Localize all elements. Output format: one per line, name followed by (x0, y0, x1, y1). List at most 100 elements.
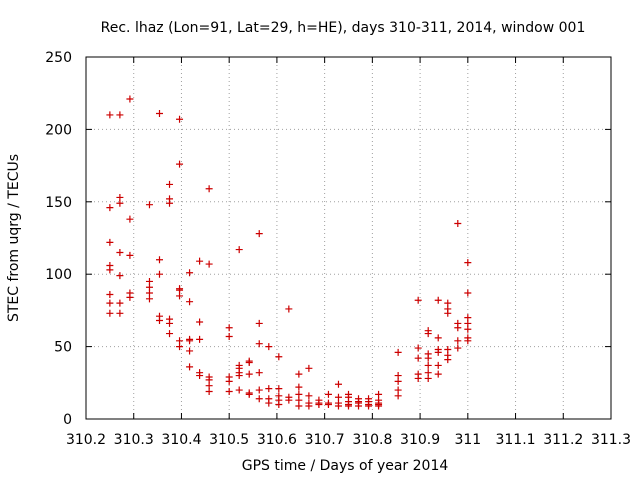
grid-lines (86, 57, 611, 419)
x-tick-label: 310.8 (352, 432, 392, 448)
data-point (305, 402, 313, 410)
y-tick-label: 250 (45, 50, 72, 66)
data-point (186, 347, 194, 355)
data-point (186, 363, 194, 371)
x-tick-label: 310.5 (209, 432, 249, 448)
data-point (186, 298, 194, 306)
data-point (444, 356, 452, 364)
data-point (186, 269, 194, 277)
data-point (205, 185, 213, 193)
data-point (434, 348, 442, 356)
data-point (464, 259, 472, 267)
data-point (305, 392, 313, 400)
data-point (196, 372, 204, 380)
data-point (464, 337, 472, 345)
data-point (275, 353, 283, 361)
data-point (255, 340, 263, 348)
data-point (106, 266, 114, 274)
data-point (245, 390, 253, 398)
data-point (305, 364, 313, 372)
data-point (116, 199, 124, 207)
data-point (414, 344, 422, 352)
data-point (444, 309, 452, 317)
data-point (176, 115, 184, 123)
data-point (176, 292, 184, 300)
y-tick-label: 200 (45, 122, 72, 138)
x-tick-labels: 310.2 310.3 310.4 310.5 310.6 310.7 310.8 310.9… (66, 432, 631, 448)
x-tick-label: 310.6 (257, 432, 297, 448)
data-point (434, 361, 442, 369)
data-point (106, 238, 114, 246)
data-point (464, 289, 472, 297)
data-point (225, 387, 233, 395)
x-tick-label: 311.2 (543, 432, 583, 448)
data-point (196, 318, 204, 326)
data-point (414, 296, 422, 304)
data-point (255, 369, 263, 377)
y-tick-label: 100 (45, 267, 72, 283)
data-point (205, 387, 213, 395)
x-tick-label: 311.3 (591, 432, 631, 448)
data-point (255, 395, 263, 403)
data-point (355, 402, 363, 410)
data-point (265, 399, 273, 407)
data-point (285, 305, 293, 313)
data-points (106, 95, 472, 410)
data-point (285, 396, 293, 404)
data-point (235, 246, 243, 254)
data-point (365, 402, 373, 410)
data-point (454, 220, 462, 228)
y-axis-label: STEC from uqrg / TECUs (6, 154, 22, 322)
data-point (235, 372, 243, 380)
data-point (176, 343, 184, 351)
x-tick-label: 311 (454, 432, 481, 448)
data-point (145, 295, 153, 303)
data-point (166, 180, 174, 188)
data-point (345, 402, 352, 410)
data-point (106, 290, 114, 298)
data-point (324, 401, 332, 409)
data-point (255, 386, 263, 394)
data-point (394, 348, 402, 356)
data-point (126, 251, 134, 259)
data-point (176, 160, 184, 168)
data-point (116, 272, 124, 280)
data-point (225, 324, 233, 332)
data-point (394, 392, 402, 400)
y-tick-label: 150 (45, 195, 72, 211)
data-point (116, 111, 124, 119)
x-tick-label: 310.7 (305, 432, 345, 448)
data-point (106, 111, 114, 119)
data-point (454, 337, 462, 345)
data-point (116, 309, 124, 317)
data-point (145, 201, 153, 209)
data-point (225, 332, 233, 340)
data-point (196, 257, 204, 265)
data-point (424, 374, 432, 382)
data-point (464, 325, 472, 333)
data-point (156, 270, 163, 278)
data-point (424, 330, 432, 338)
data-point (126, 95, 134, 103)
data-point (375, 402, 383, 410)
data-point (295, 383, 303, 391)
data-point (106, 299, 114, 307)
data-point (434, 296, 442, 304)
data-point (126, 215, 134, 223)
data-point (106, 204, 114, 212)
data-point (275, 385, 283, 393)
data-point (116, 299, 124, 307)
plot-frame (85, 56, 612, 420)
y-tick-labels: 0 50 100 150 200 250 (45, 50, 72, 428)
data-point (166, 330, 174, 338)
data-point (186, 337, 194, 345)
data-point (315, 401, 323, 409)
data-point (275, 401, 283, 409)
data-point (156, 317, 163, 325)
x-tick-label: 311.1 (495, 432, 535, 448)
data-point (106, 309, 114, 317)
x-tick-label: 310.3 (114, 432, 154, 448)
axis-ticks (85, 56, 612, 420)
data-point (265, 343, 273, 351)
